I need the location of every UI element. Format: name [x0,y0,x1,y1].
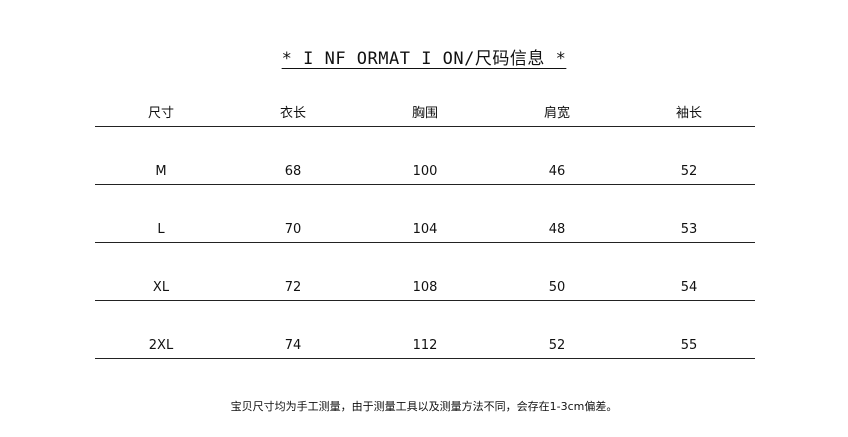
table-cell: 72 [284,280,302,295]
table-cell: 53 [680,222,698,237]
header-cell: 尺寸 [147,106,174,121]
table-cell: M [155,164,167,179]
table-cell: 46 [548,164,566,179]
table-row: XL 72 108 50 54 [95,243,755,301]
table-cell: 55 [680,338,698,353]
table-cell: 2XL [148,338,174,353]
table-cell: 104 [412,222,438,237]
header-cell: 衣长 [279,106,306,121]
table-cell: XL [152,280,170,295]
title-text: * I NF ORMAT I ON/尺码信息 * [281,49,567,69]
table-cell: 54 [680,280,698,295]
table-cell: 52 [548,338,566,353]
table-cell: 112 [412,338,438,353]
table-cell: 68 [284,164,302,179]
table-cell: 100 [412,164,438,179]
page-title: * I NF ORMAT I ON/尺码信息 * [0,44,848,69]
table-cell: 70 [284,222,302,237]
table-row: L 70 104 48 53 [95,185,755,243]
table-cell: 50 [548,280,566,295]
table-cell: 48 [548,222,566,237]
table-row: M 68 100 46 52 [95,127,755,185]
table-header: 尺寸 衣长 胸围 肩宽 袖长 [95,100,755,127]
size-table: 尺寸 衣长 胸围 肩宽 袖长 M 68 100 46 52 L 70 104 4… [95,100,755,359]
header-cell: 胸围 [411,106,438,121]
table-cell: 74 [284,338,302,353]
measurement-note: 宝贝尺寸均为手工测量，由于测量工具以及测量方法不同，会存在1-3cm偏差。 [230,400,618,413]
table-row: 2XL 74 112 52 55 [95,301,755,359]
table-cell: L [157,222,165,237]
table-cell: 52 [680,164,698,179]
header-cell: 肩宽 [543,106,570,121]
table-cell: 108 [412,280,438,295]
header-cell: 袖长 [675,106,702,121]
